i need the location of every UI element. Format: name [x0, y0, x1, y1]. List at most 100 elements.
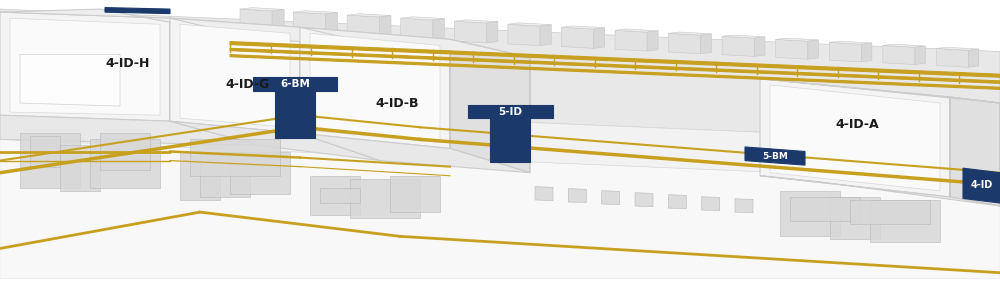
Polygon shape	[668, 195, 686, 209]
Polygon shape	[850, 200, 930, 224]
Polygon shape	[275, 91, 315, 138]
Polygon shape	[240, 8, 284, 11]
Polygon shape	[450, 39, 530, 173]
Polygon shape	[105, 8, 170, 14]
Polygon shape	[310, 33, 440, 142]
Polygon shape	[379, 15, 391, 38]
Polygon shape	[200, 152, 250, 197]
Polygon shape	[829, 42, 861, 62]
Polygon shape	[300, 27, 530, 58]
Polygon shape	[936, 48, 969, 67]
Text: 4-ID-G: 4-ID-G	[225, 78, 269, 91]
Polygon shape	[272, 9, 284, 32]
Polygon shape	[170, 18, 300, 133]
Polygon shape	[310, 176, 360, 215]
Polygon shape	[861, 43, 872, 62]
Polygon shape	[760, 79, 1000, 103]
Polygon shape	[701, 34, 712, 54]
Polygon shape	[722, 36, 754, 56]
Polygon shape	[969, 49, 979, 67]
Polygon shape	[100, 133, 150, 170]
Polygon shape	[830, 197, 880, 239]
Polygon shape	[401, 17, 444, 20]
Polygon shape	[350, 179, 420, 218]
Polygon shape	[454, 20, 498, 23]
Polygon shape	[829, 41, 872, 44]
Polygon shape	[0, 100, 1000, 182]
Polygon shape	[594, 28, 605, 48]
Polygon shape	[647, 31, 658, 51]
Polygon shape	[615, 29, 658, 32]
Polygon shape	[170, 121, 380, 161]
Text: 6-BM: 6-BM	[280, 79, 310, 89]
Polygon shape	[347, 14, 391, 17]
Polygon shape	[780, 191, 840, 236]
Polygon shape	[230, 55, 1000, 89]
Polygon shape	[180, 24, 290, 127]
Polygon shape	[294, 11, 338, 14]
Text: 4-ID-B: 4-ID-B	[375, 97, 418, 109]
Polygon shape	[561, 26, 605, 29]
Text: 4-ID: 4-ID	[971, 180, 993, 191]
Polygon shape	[326, 12, 338, 35]
Polygon shape	[602, 191, 620, 205]
Polygon shape	[540, 25, 551, 46]
Polygon shape	[0, 139, 1000, 279]
Polygon shape	[401, 18, 433, 40]
Polygon shape	[535, 187, 553, 201]
Polygon shape	[760, 176, 1000, 206]
Polygon shape	[508, 24, 540, 46]
Polygon shape	[669, 32, 712, 35]
Polygon shape	[0, 9, 1000, 142]
Polygon shape	[486, 22, 498, 43]
Polygon shape	[561, 27, 594, 48]
Polygon shape	[252, 77, 337, 91]
Polygon shape	[760, 79, 950, 197]
Polygon shape	[508, 23, 551, 26]
Text: 5-ID: 5-ID	[498, 107, 522, 117]
Polygon shape	[10, 18, 160, 115]
Polygon shape	[230, 152, 290, 194]
Polygon shape	[883, 45, 915, 65]
Polygon shape	[230, 42, 1000, 77]
Polygon shape	[790, 197, 860, 221]
Polygon shape	[936, 47, 979, 50]
Polygon shape	[808, 40, 818, 59]
Polygon shape	[433, 18, 444, 40]
Polygon shape	[0, 9, 260, 39]
Polygon shape	[870, 200, 940, 242]
Polygon shape	[60, 145, 100, 191]
Polygon shape	[300, 27, 380, 161]
Polygon shape	[568, 189, 586, 203]
Polygon shape	[20, 55, 120, 106]
Text: 4-ID-A: 4-ID-A	[835, 118, 879, 131]
Polygon shape	[722, 35, 765, 38]
Polygon shape	[915, 46, 925, 65]
Polygon shape	[300, 133, 530, 173]
Polygon shape	[950, 97, 1000, 206]
Polygon shape	[702, 197, 720, 211]
Polygon shape	[347, 15, 379, 38]
Polygon shape	[883, 44, 925, 47]
Polygon shape	[770, 85, 940, 191]
Polygon shape	[180, 152, 220, 200]
Polygon shape	[320, 188, 360, 203]
Polygon shape	[240, 9, 272, 32]
Polygon shape	[669, 33, 701, 54]
Polygon shape	[776, 38, 818, 41]
Polygon shape	[635, 193, 653, 207]
Text: 5-BM: 5-BM	[762, 152, 788, 161]
Polygon shape	[230, 48, 1000, 83]
Polygon shape	[90, 139, 160, 188]
Polygon shape	[490, 118, 530, 162]
Polygon shape	[735, 199, 753, 213]
Polygon shape	[963, 168, 1000, 203]
Polygon shape	[776, 39, 808, 59]
Polygon shape	[745, 147, 805, 165]
Polygon shape	[0, 0, 1000, 9]
Polygon shape	[0, 12, 170, 121]
Polygon shape	[615, 30, 647, 51]
Polygon shape	[300, 27, 450, 148]
Polygon shape	[754, 37, 765, 56]
Polygon shape	[454, 21, 486, 43]
